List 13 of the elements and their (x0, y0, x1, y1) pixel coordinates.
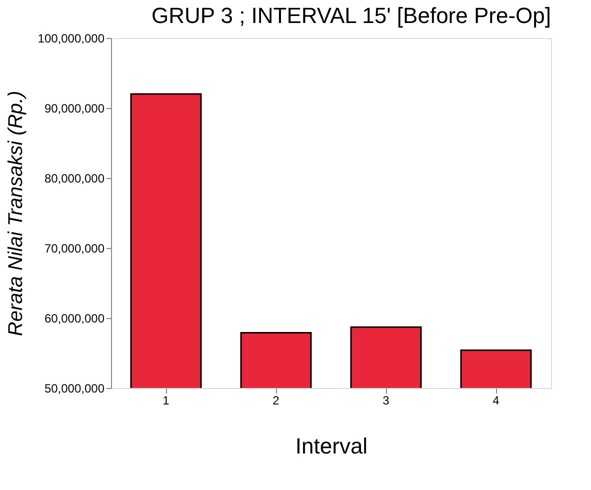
x-tick-label: 2 (272, 394, 280, 408)
y-tick-label: 50,000,000 (44, 382, 105, 396)
y-tick-label: 70,000,000 (44, 242, 105, 256)
x-tick-label: 1 (162, 394, 170, 408)
x-axis-title: Interval (295, 434, 368, 458)
y-tick-label: 60,000,000 (44, 312, 105, 326)
x-tick-label: 4 (492, 394, 500, 408)
chart-title: GRUP 3 ; INTERVAL 15' [Before Pre-Op] (151, 3, 551, 28)
y-tick-label: 100,000,000 (38, 32, 105, 46)
y-tick-label: 90,000,000 (44, 102, 105, 116)
y-tick-label: 80,000,000 (44, 172, 105, 186)
y-axis-title: Rerata Nilai Transaksi (Rp.) (4, 90, 27, 336)
x-tick-label: 3 (382, 394, 390, 408)
